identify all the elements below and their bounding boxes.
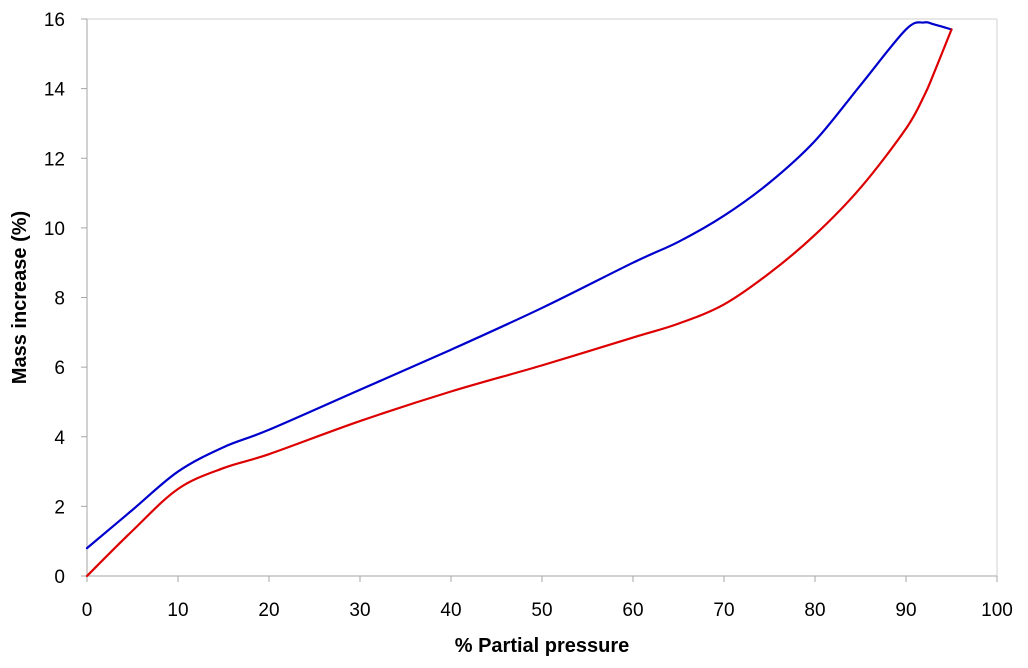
x-tick-label: 50	[531, 600, 552, 621]
x-tick-label: 90	[895, 600, 916, 621]
x-tick-label: 60	[622, 600, 643, 621]
y-tick-label: 0	[54, 567, 65, 588]
plot-frame	[86, 18, 998, 577]
x-tick-label: 100	[981, 600, 1013, 621]
y-tick-label: 16	[44, 10, 65, 31]
y-tick-label: 12	[44, 149, 65, 170]
x-tick-label: 0	[82, 600, 93, 621]
y-tick-label: 8	[54, 289, 65, 310]
y-axis: 0 2 4 6 8 10 12 14 16	[44, 10, 87, 588]
y-tick-label: 2	[54, 497, 65, 518]
y-axis-title: Mass increase (%)	[9, 211, 31, 384]
x-axis-title: % Partial pressure	[455, 635, 630, 657]
y-tick-label: 6	[54, 358, 65, 379]
x-tick-label: 30	[349, 600, 370, 621]
x-tick-label: 10	[167, 600, 188, 621]
series-line-1	[85, 21, 953, 550]
x-tick-label: 80	[804, 600, 825, 621]
x-tick-label: 20	[258, 600, 279, 621]
x-tick-label: 40	[440, 600, 461, 621]
series-line-2	[85, 28, 953, 578]
y-tick-label: 4	[54, 428, 65, 449]
x-axis: 0 10 20 30 40 50 60 70 80 90 100	[82, 576, 1013, 621]
x-tick-label: 70	[713, 600, 734, 621]
y-tick-label: 10	[44, 219, 65, 240]
series-layer	[85, 21, 953, 578]
y-tick-label: 14	[44, 80, 66, 101]
